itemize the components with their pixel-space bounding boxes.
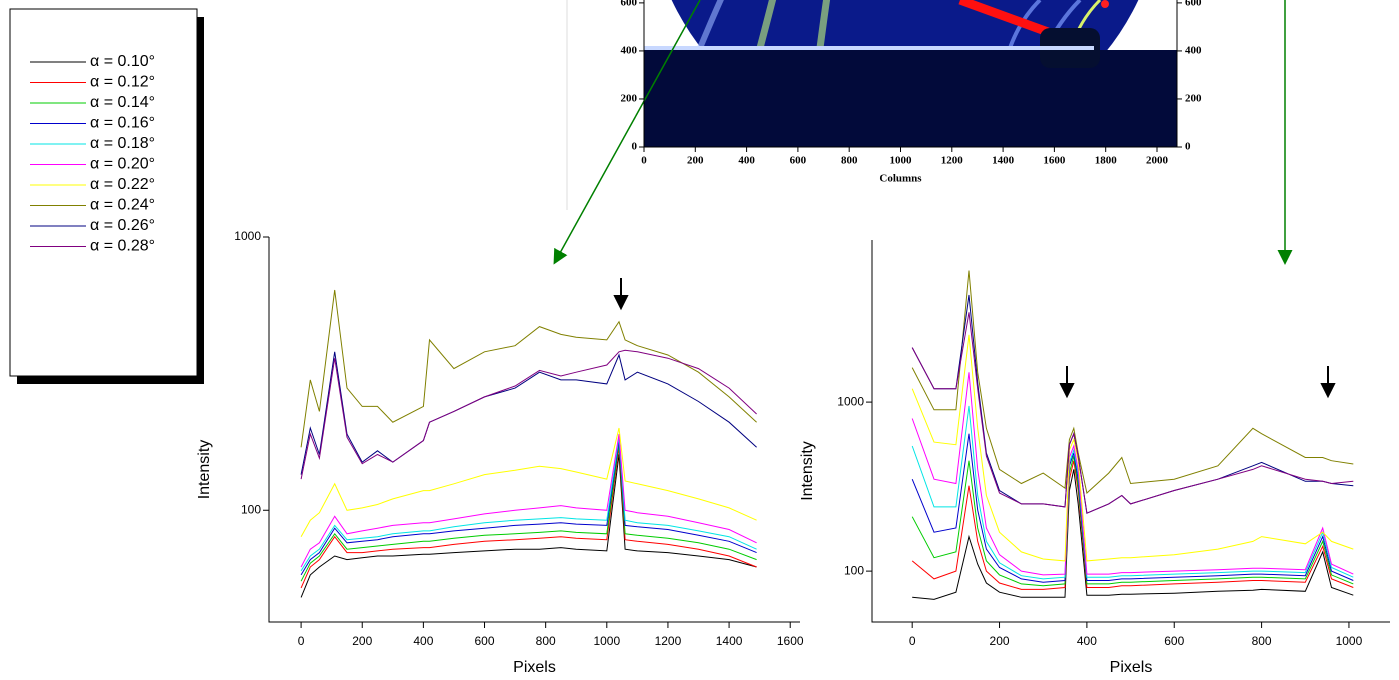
x-tick-label: 0 bbox=[641, 155, 647, 167]
y-tick-label: 600 bbox=[1185, 0, 1202, 8]
x-tick-label: 1800 bbox=[1095, 155, 1118, 167]
y-tick-label: 1000 bbox=[234, 229, 261, 243]
x-axis-label: Columns bbox=[879, 173, 922, 185]
legend-label: α = 0.10° bbox=[90, 53, 155, 70]
series-line bbox=[911, 312, 1354, 514]
y-tick-label: 200 bbox=[1185, 92, 1202, 104]
legend-label: α = 0.28° bbox=[90, 238, 155, 255]
x-tick-label: 800 bbox=[1252, 634, 1272, 648]
series-line bbox=[300, 351, 757, 475]
x-tick-label: 0 bbox=[298, 634, 305, 648]
series-line bbox=[300, 434, 757, 568]
x-tick-label: 1200 bbox=[941, 155, 964, 167]
peak-arrow bbox=[1059, 366, 1075, 399]
x-tick-label: 800 bbox=[841, 155, 858, 167]
legend-label: α = 0.24° bbox=[90, 197, 155, 214]
series-line bbox=[300, 440, 757, 576]
x-tick-label: 200 bbox=[687, 155, 704, 167]
x-tick-label: 1000 bbox=[593, 634, 620, 648]
legend-entries: α = 0.10° α = 0.12° α = 0.14° α = 0.16° α = … bbox=[30, 53, 155, 255]
x-tick-label: 2000 bbox=[1146, 155, 1169, 167]
x-tick-label: 0 bbox=[909, 634, 916, 648]
y-tick-label: 100 bbox=[844, 563, 864, 577]
x-tick-label: 600 bbox=[1164, 634, 1184, 648]
series-line bbox=[911, 372, 1354, 576]
y-tick-label: 400 bbox=[621, 44, 638, 56]
x-tick-label: 200 bbox=[352, 634, 372, 648]
series-line bbox=[300, 454, 757, 598]
x-tick-label: 200 bbox=[990, 634, 1010, 648]
y-tick-label: 100 bbox=[241, 502, 261, 516]
x-tick-label: 800 bbox=[536, 634, 556, 648]
y-tick-label: 0 bbox=[632, 141, 638, 153]
series-line bbox=[911, 460, 1354, 590]
series-line bbox=[911, 334, 1354, 562]
zoom-arrow bbox=[553, 0, 701, 265]
legend-label: α = 0.22° bbox=[90, 176, 155, 193]
y-tick-label: 0 bbox=[1185, 141, 1191, 153]
legend-label: α = 0.18° bbox=[90, 135, 155, 152]
x-tick-label: 400 bbox=[413, 634, 433, 648]
series-line bbox=[911, 433, 1354, 583]
axis bbox=[871, 240, 1390, 623]
y-tick-label: 1000 bbox=[837, 394, 864, 408]
legend bbox=[9, 8, 198, 377]
series-line bbox=[912, 469, 1354, 600]
series-line bbox=[300, 447, 757, 589]
x-tick-label: 1600 bbox=[1043, 155, 1066, 167]
series-line bbox=[300, 289, 757, 448]
peak-arrow bbox=[613, 278, 629, 311]
y-tick-label: 200 bbox=[621, 92, 638, 104]
y-axis-label: Intensity bbox=[196, 440, 213, 500]
peak-arrow bbox=[1320, 366, 1336, 399]
x-tick-label: 400 bbox=[738, 155, 755, 167]
x-tick-label: 1200 bbox=[655, 634, 682, 648]
y-tick-label: 600 bbox=[621, 0, 638, 8]
series-line bbox=[911, 294, 1354, 514]
series-line bbox=[300, 349, 757, 480]
x-axis-label: Pixels bbox=[1110, 659, 1153, 676]
x-tick-label: 1400 bbox=[992, 155, 1015, 167]
series-line bbox=[300, 427, 757, 537]
series-line bbox=[911, 455, 1354, 587]
x-tick-label: 400 bbox=[1077, 634, 1097, 648]
legend-label: α = 0.20° bbox=[90, 156, 155, 173]
x-tick-label: 600 bbox=[790, 155, 807, 167]
y-tick-label: 400 bbox=[1185, 44, 1202, 56]
legend-label: α = 0.26° bbox=[90, 217, 155, 234]
x-tick-label: 1000 bbox=[1336, 634, 1363, 648]
y-axis-label: Intensity bbox=[799, 441, 816, 501]
x-tick-label: 600 bbox=[475, 634, 495, 648]
x-tick-label: 1000 bbox=[889, 155, 912, 167]
legend-label: α = 0.14° bbox=[90, 94, 155, 111]
legend-label: α = 0.16° bbox=[90, 115, 155, 132]
axis bbox=[268, 237, 800, 623]
series-line bbox=[300, 437, 757, 572]
x-tick-label: 1400 bbox=[716, 634, 743, 648]
x-axis-label: Pixels bbox=[513, 659, 556, 676]
legend-label: α = 0.12° bbox=[90, 74, 155, 91]
series-line bbox=[911, 270, 1354, 494]
series-line bbox=[300, 443, 757, 582]
x-tick-label: 1600 bbox=[777, 634, 804, 648]
axis bbox=[643, 0, 1178, 148]
detector-image bbox=[644, 0, 1177, 147]
